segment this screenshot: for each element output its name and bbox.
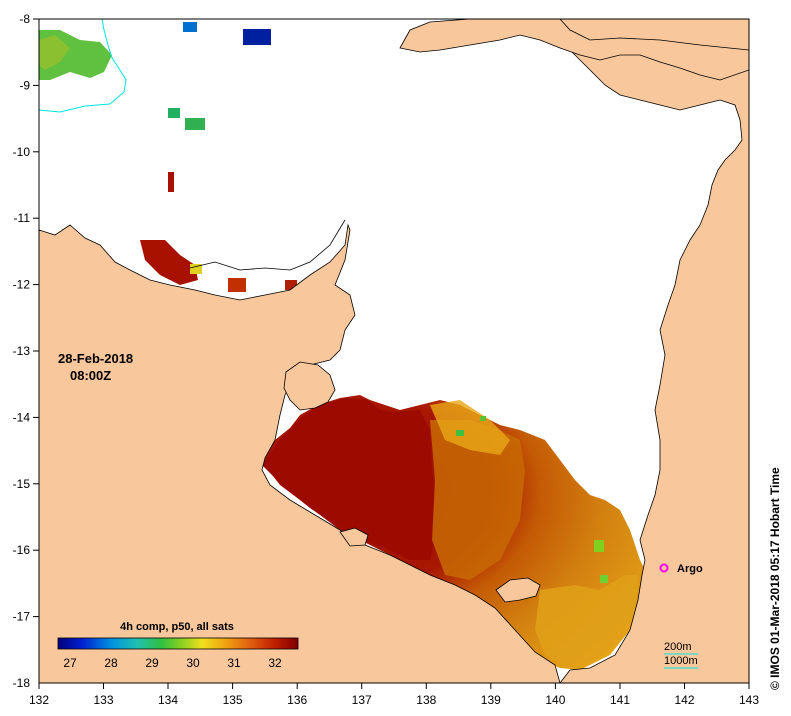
lon-label: 140 <box>545 693 565 707</box>
lon-label: 138 <box>416 693 436 707</box>
colorbar-label: 31 <box>227 656 241 670</box>
lat-label: -9 <box>19 78 30 92</box>
colorbar-label: 27 <box>63 656 77 670</box>
sst-green-speck <box>480 416 486 421</box>
sst-north-red-4 <box>285 280 297 290</box>
lon-label: 135 <box>223 693 243 707</box>
sst-yellow-patch <box>535 575 638 665</box>
lon-label: 136 <box>287 693 307 707</box>
lat-label: -16 <box>13 543 31 557</box>
credit-text: © IMOS 01-Mar-2018 05:17 Hobart Time <box>768 467 782 690</box>
lat-label: -17 <box>13 610 31 624</box>
land-small-island <box>339 527 369 547</box>
sst-north-red-3 <box>228 278 246 292</box>
date-label: 28-Feb-2018 <box>58 351 133 366</box>
time-label: 08:00Z <box>70 368 111 383</box>
lon-label: 134 <box>158 693 178 707</box>
sst-green-small-2 <box>185 118 205 130</box>
contour-label-1000: 1000m <box>664 655 698 667</box>
lon-label: 141 <box>610 693 630 707</box>
sst-blue-patch-2 <box>183 22 197 32</box>
colorbar <box>57 637 299 650</box>
colorbar-labels: 27 28 29 30 31 32 <box>63 656 282 670</box>
sst-hot-core <box>262 398 440 560</box>
argo-label: Argo <box>677 563 703 575</box>
lon-label: 137 <box>352 693 372 707</box>
land-papua <box>399 19 749 81</box>
lat-label: -10 <box>13 145 31 159</box>
legend-title: 4h comp, p50, all sats <box>120 621 234 633</box>
land-wellesley <box>495 577 541 603</box>
lon-label: 132 <box>29 693 49 707</box>
sst-red-speck <box>168 172 174 192</box>
lat-label: -15 <box>13 477 31 491</box>
contour-label-200: 200m <box>664 641 692 653</box>
lat-label: -14 <box>13 410 31 424</box>
lat-label: -13 <box>13 344 31 358</box>
land-arnhem <box>39 223 561 683</box>
sst-green-speck <box>600 575 608 583</box>
sst-green-speck <box>456 430 464 436</box>
contour-line-1000 <box>39 19 127 113</box>
lat-labels: -8 -9 -10 -11 -12 -13 -14 -15 -16 -17 -1… <box>13 12 31 690</box>
sst-nw-patch-2 <box>39 35 70 70</box>
lon-label: 143 <box>739 693 759 707</box>
lon-label: 133 <box>93 693 113 707</box>
land-cape-york <box>504 19 749 683</box>
lat-label: -12 <box>13 278 31 292</box>
colorbar-label: 28 <box>104 656 118 670</box>
lat-label: -11 <box>14 211 31 225</box>
lon-labels: 132 133 134 135 136 137 138 139 140 141 … <box>29 693 759 707</box>
lat-tick-marks <box>33 18 39 618</box>
argo-marker-icon[interactable] <box>659 563 669 573</box>
lat-label: -8 <box>19 12 30 26</box>
coastline-north <box>189 219 346 271</box>
sst-yellow-patch-2 <box>430 400 510 455</box>
sst-blue-patch <box>243 29 271 45</box>
sst-orange-band <box>430 420 525 580</box>
sst-green-speck <box>594 540 604 552</box>
sst-yellow-small <box>190 264 202 274</box>
land-groote <box>283 361 336 411</box>
colorbar-label: 32 <box>268 656 282 670</box>
lon-label: 139 <box>481 693 501 707</box>
sst-green-small <box>168 108 180 118</box>
lon-tick-marks <box>38 683 750 689</box>
lon-label: 142 <box>674 693 694 707</box>
colorbar-label: 29 <box>145 656 159 670</box>
lat-label: -18 <box>13 676 31 690</box>
sst-north-red <box>140 240 198 285</box>
colorbar-label: 30 <box>186 656 200 670</box>
